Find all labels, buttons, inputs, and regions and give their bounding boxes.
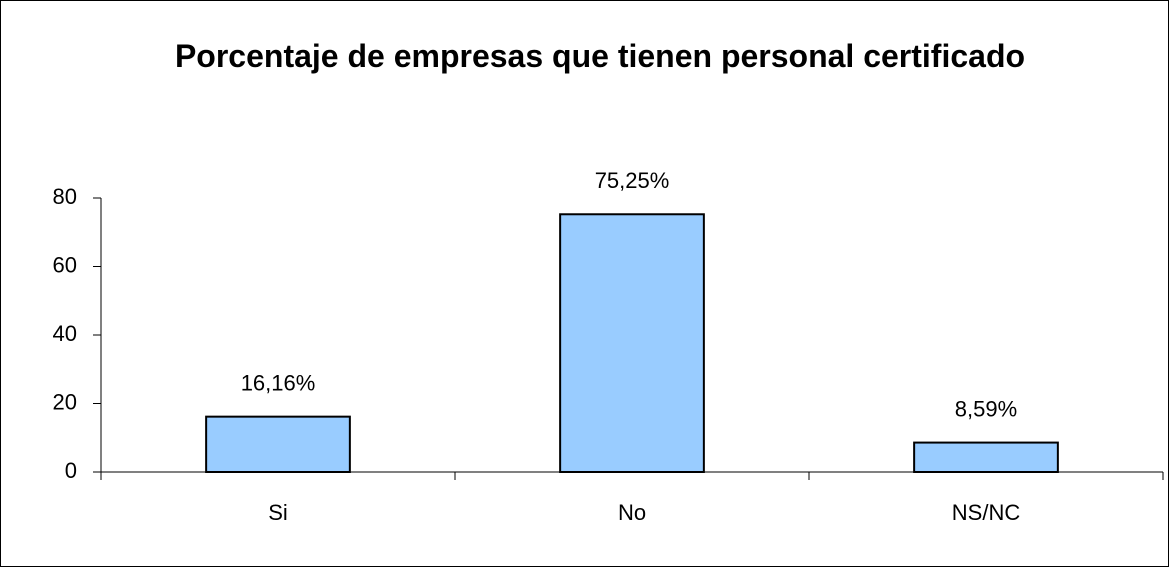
x-tick-label: No	[618, 500, 646, 525]
data-label: 8,59%	[955, 396, 1017, 421]
bar	[205, 415, 351, 474]
y-tick-label: 0	[65, 458, 77, 483]
bar	[559, 213, 705, 474]
x-tick-label: NS/NC	[952, 500, 1021, 525]
y-tick-label: 20	[53, 389, 77, 414]
y-tick-label: 60	[53, 252, 77, 277]
y-tick-label: 40	[53, 321, 77, 346]
y-tick-label: 80	[53, 184, 77, 209]
data-label: 16,16%	[241, 370, 316, 395]
x-tick-label: Si	[268, 500, 288, 525]
bar	[913, 441, 1059, 474]
data-label: 75,25%	[595, 168, 670, 193]
chart-title: Porcentaje de empresas que tienen person…	[174, 38, 1026, 74]
